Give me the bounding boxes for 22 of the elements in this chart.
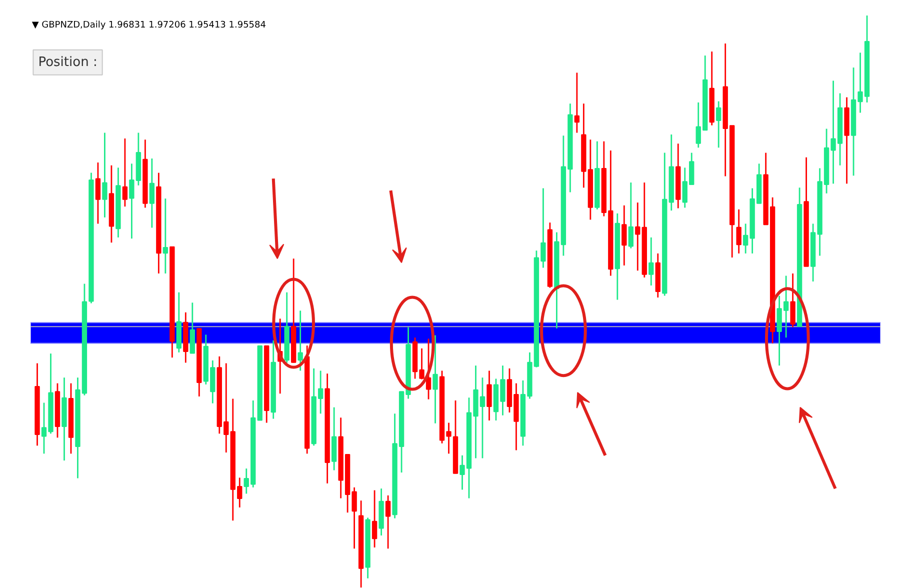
candlestick	[122, 138, 128, 208]
candlestick	[432, 334, 438, 424]
candlestick	[149, 158, 155, 228]
candlestick	[298, 310, 303, 372]
text: ▼ GBPNZD,Daily 1.96831 1.97206 1.95413 1.95584	[32, 20, 266, 30]
candlestick	[486, 370, 492, 422]
candlestick	[102, 132, 108, 218]
candlestick	[648, 236, 654, 286]
candlestick	[716, 100, 722, 148]
candlestick	[790, 272, 796, 328]
candlestick	[635, 202, 640, 272]
candlestick	[162, 198, 168, 274]
candlestick	[628, 182, 634, 250]
candlestick	[736, 208, 742, 254]
candlestick	[426, 338, 432, 400]
annotation: Position :	[38, 54, 98, 70]
candlestick	[95, 162, 101, 224]
candlestick	[574, 72, 580, 134]
candlestick	[372, 490, 378, 548]
candlestick	[190, 302, 195, 354]
candlestick	[385, 494, 391, 550]
candlestick	[622, 204, 627, 266]
